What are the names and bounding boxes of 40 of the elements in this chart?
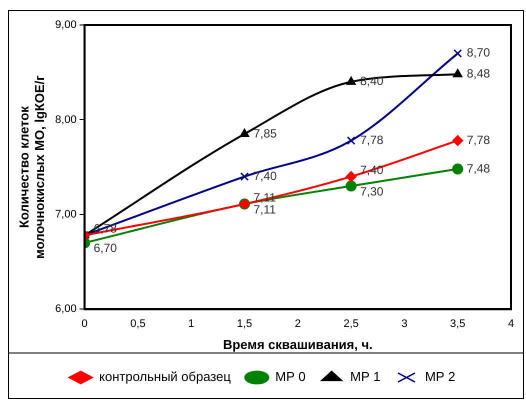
data-label: 7,78 bbox=[466, 132, 490, 147]
y-tick-label: 9,00 bbox=[55, 19, 77, 32]
point bbox=[346, 180, 357, 192]
data-label: 6,70 bbox=[94, 241, 118, 256]
x-tick-label: 3 bbox=[401, 318, 408, 330]
data-label: 6,78 bbox=[94, 222, 118, 236]
point bbox=[346, 76, 356, 85]
x-tick-label: 0,5 bbox=[130, 318, 146, 330]
y-axis-title: Количество клеток молочнокислых МО, lgКОЕ/г bbox=[16, 74, 47, 259]
x-tick-label: 0 bbox=[82, 318, 88, 330]
x-tick-label: 1 bbox=[188, 318, 194, 330]
y-tick-label: 7,00 bbox=[55, 208, 77, 220]
x-tick-label: 3,5 bbox=[450, 318, 466, 330]
data-label: 7,78 bbox=[360, 132, 384, 147]
y-tick-label: 6,00 bbox=[55, 303, 77, 316]
point bbox=[240, 172, 249, 181]
point bbox=[452, 163, 464, 174]
x-tick-label: 1,5 bbox=[236, 318, 252, 330]
point bbox=[240, 128, 250, 137]
x-axis-title: Время сквашивания, ч. bbox=[222, 336, 373, 352]
data-label: 8,70 bbox=[466, 46, 490, 60]
x-tick-label: 4 bbox=[508, 318, 514, 330]
point bbox=[453, 49, 462, 58]
data-label: 7,30 bbox=[360, 184, 384, 198]
data-label: 7,11 bbox=[254, 202, 276, 216]
x-tick-label: 2 bbox=[294, 318, 301, 330]
legend-label: контрольный образец bbox=[99, 369, 232, 384]
data-label: 7,48 bbox=[466, 161, 490, 176]
data-label: 8,48 bbox=[466, 66, 490, 81]
data-label: 7,85 bbox=[254, 126, 278, 140]
point bbox=[346, 136, 356, 145]
x-tick-label: 2,5 bbox=[343, 318, 359, 330]
data-label: 7,40 bbox=[254, 168, 278, 183]
point bbox=[452, 68, 463, 78]
point bbox=[346, 171, 357, 182]
legend-label: МР 2 bbox=[424, 369, 456, 384]
legend-label: МР 0 bbox=[275, 369, 306, 384]
legend-label: МР 1 bbox=[350, 369, 380, 384]
y-tick-label: 8,00 bbox=[55, 114, 77, 126]
point bbox=[452, 135, 464, 146]
